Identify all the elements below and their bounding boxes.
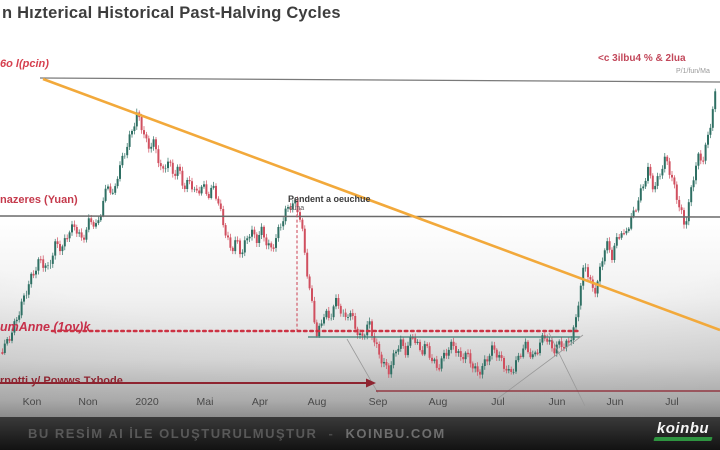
watermark-bar: BU RESİM AI İLE OLUŞTURULMUŞTUR - KOINBU… — [0, 417, 720, 450]
x-axis-label: Jul — [491, 396, 505, 408]
arrow-head-icon — [366, 378, 376, 388]
x-axis-label: Jul — [665, 396, 679, 408]
page-title: n Hızterical Historical Past-Halving Cyc… — [2, 4, 341, 22]
x-axis-label: 2020 — [135, 396, 159, 408]
watermark-site: KOINBU.COM — [345, 426, 446, 441]
watermark-text: BU RESİM AI İLE OLUŞTURULMUŞTUR - KOINBU… — [28, 417, 446, 450]
watermark-message: BU RESİM AI İLE OLUŞTURULMUŞTUR — [28, 426, 318, 441]
x-axis-label: Jun — [548, 396, 566, 408]
annotation-top-right-small: P/1/fun/Ma — [676, 68, 710, 75]
annotation-center-sub: cuna — [289, 205, 305, 212]
descending-trendline — [42, 77, 720, 332]
top-resistance-line — [39, 77, 720, 83]
annotation-mid-left: nazeres (Yuan) — [0, 194, 78, 206]
annotation-center: Pendent a oeuchue — [288, 194, 371, 204]
koinbu-logo: koinbu — [653, 420, 713, 441]
mid-resistance-line — [0, 215, 720, 218]
wedge-line-rising — [496, 334, 584, 400]
koinbu-logo-text: koinbu — [656, 420, 710, 437]
x-axis-label: Kon — [22, 396, 42, 408]
x-axis-label: Apr — [251, 396, 269, 408]
koinbu-logo-underline-icon — [653, 437, 713, 441]
annotation-lower-left: umAnne (1ov)k — [0, 320, 91, 334]
x-axis-label: Aug — [307, 396, 327, 408]
watermark-separator: - — [328, 426, 335, 441]
wedge-line-falling — [548, 332, 586, 407]
annotation-bottom-left: rnotti y/ Powws Txbode — [0, 375, 123, 387]
x-axis-label: Non — [78, 396, 98, 408]
x-axis-label: Mai — [196, 396, 214, 408]
x-axis: Kon Non 2020 Mai Apr Aug Sep Aug Jul Jun Jun Jul — [0, 396, 720, 412]
x-axis-label: Aug — [428, 396, 448, 408]
annotation-top-right: <c 3ilbu4 % & 2lua — [598, 53, 686, 64]
annotation-top-left: 6o l(pcin) — [0, 58, 49, 70]
x-axis-label: Sep — [368, 396, 388, 408]
x-axis-label: Jun — [606, 396, 624, 408]
wedge-line-left — [346, 338, 379, 394]
candlestick-series — [1, 88, 717, 379]
